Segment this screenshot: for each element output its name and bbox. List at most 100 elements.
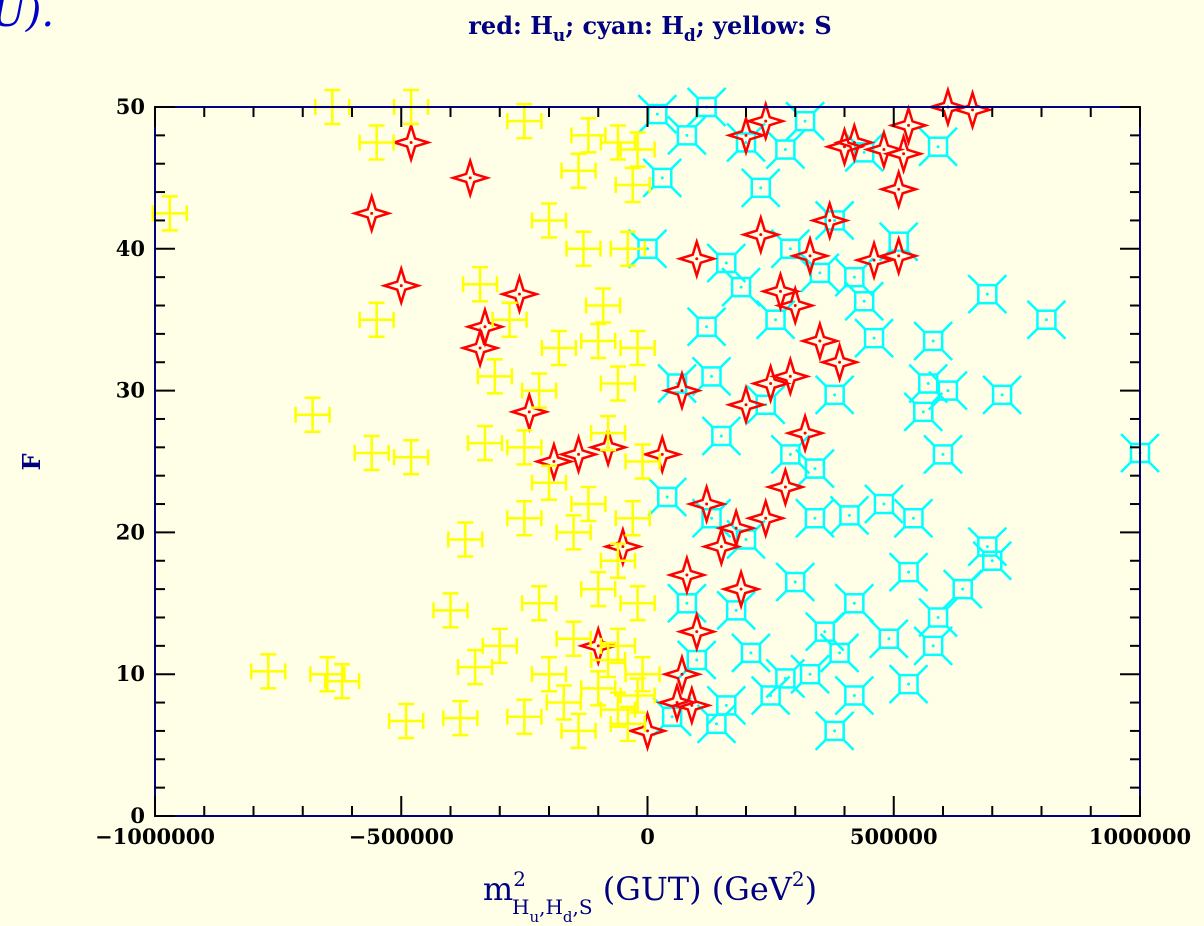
- point: [532, 440, 576, 483]
- marker-dot: [911, 516, 915, 520]
- point: [619, 585, 656, 622]
- marker-shape: [701, 366, 722, 387]
- marker-shape: [151, 195, 189, 232]
- marker-shape: [448, 156, 492, 200]
- marker-dot: [646, 247, 649, 251]
- title-part: d: [684, 26, 696, 46]
- point: [626, 709, 669, 753]
- x-label-part: d: [563, 908, 573, 926]
- marker-dot: [409, 140, 413, 144]
- marker-arms: [888, 552, 929, 592]
- point: [913, 321, 954, 361]
- point: [580, 670, 617, 707]
- point: [670, 684, 714, 727]
- marker-shape: [461, 266, 499, 303]
- marker-shape: [599, 124, 637, 161]
- marker-shape: [350, 192, 393, 235]
- x-label-part: m: [483, 870, 513, 908]
- marker-dot: [783, 148, 787, 152]
- marker-arms: [814, 711, 855, 751]
- marker-dot: [739, 285, 743, 289]
- marker-arms: [903, 391, 944, 432]
- point: [624, 443, 661, 480]
- point: [864, 484, 904, 524]
- marker-dot: [370, 211, 374, 215]
- marker-shape: [660, 369, 704, 412]
- marker-shape: [775, 668, 796, 689]
- marker-dot: [897, 187, 901, 191]
- marker-shape: [586, 426, 630, 469]
- marker-shape: [624, 655, 661, 693]
- marker-dot: [399, 284, 403, 288]
- point: [353, 434, 390, 472]
- marker-arms: [740, 167, 781, 208]
- marker-arms: [731, 633, 771, 673]
- point: [882, 132, 925, 176]
- marker-shape: [656, 486, 678, 508]
- marker-dot: [783, 485, 787, 489]
- marker-shape: [506, 429, 543, 466]
- marker-dot: [478, 346, 482, 350]
- point: [599, 627, 637, 665]
- point: [619, 329, 656, 367]
- marker-dot: [793, 580, 797, 584]
- corner-text: U).: [0, 0, 54, 36]
- point: [647, 477, 688, 517]
- point: [447, 521, 484, 558]
- point: [862, 128, 906, 171]
- marker-shape: [882, 132, 925, 176]
- point: [918, 126, 958, 167]
- marker-arms: [721, 267, 761, 307]
- title-part: ; cyan: H: [565, 11, 684, 40]
- marker-arms: [923, 434, 963, 475]
- marker-shape: [599, 542, 637, 580]
- marker-dot: [774, 318, 778, 322]
- marker-shape: [458, 326, 502, 370]
- marker-shape: [250, 653, 287, 690]
- point: [804, 611, 845, 652]
- point: [868, 618, 909, 659]
- marker-shape: [833, 121, 876, 164]
- point: [967, 274, 1008, 315]
- marker-arms: [928, 370, 968, 411]
- marker-shape: [660, 652, 704, 696]
- marker-arms: [834, 675, 875, 716]
- marker-arms: [918, 126, 958, 167]
- point: [619, 677, 656, 714]
- point: [667, 115, 707, 156]
- point: [387, 702, 425, 740]
- marker-arms: [819, 633, 860, 673]
- marker-shape: [759, 270, 802, 313]
- marker-arms: [814, 374, 855, 415]
- x-axis-label: m2 Hu,Hd,S (GUT) (GeV2): [483, 867, 817, 926]
- marker-dot: [887, 637, 891, 641]
- point: [829, 495, 870, 536]
- marker-dot: [744, 140, 748, 144]
- marker-dot: [985, 545, 989, 549]
- marker-dot: [660, 452, 664, 456]
- marker-shape: [570, 117, 607, 154]
- marker-shape: [353, 434, 390, 472]
- marker-arms: [888, 664, 929, 705]
- marker-dot: [990, 559, 994, 563]
- point: [432, 592, 469, 629]
- marker-shape: [922, 330, 944, 352]
- y-tick-label: 10: [116, 661, 145, 686]
- marker-shape: [873, 493, 895, 515]
- marker-shape: [619, 329, 656, 367]
- marker-shape: [824, 720, 845, 742]
- marker-shape: [506, 102, 543, 140]
- point: [798, 319, 842, 363]
- point: [379, 264, 423, 307]
- point: [530, 464, 568, 502]
- marker-dot: [690, 703, 694, 707]
- marker-arms: [775, 562, 816, 602]
- marker-shape: [903, 507, 924, 529]
- point: [844, 281, 885, 322]
- marker-arms: [667, 583, 707, 624]
- marker-dot: [710, 374, 714, 378]
- marker-shape: [844, 266, 865, 288]
- marker-shape: [977, 283, 998, 305]
- marker-dot: [705, 325, 709, 329]
- marker-shape: [545, 684, 583, 721]
